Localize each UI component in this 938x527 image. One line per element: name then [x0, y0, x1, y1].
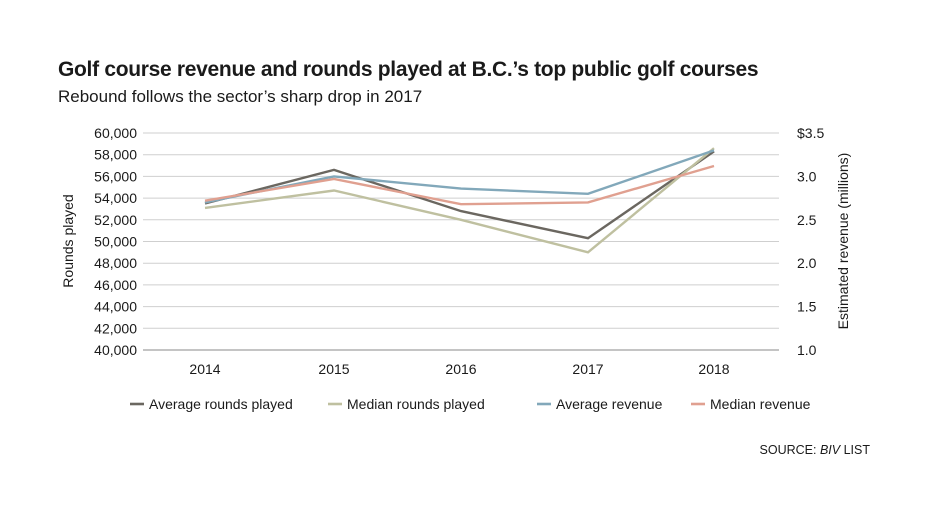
- series-line-median-rounds-played: [204, 147, 715, 254]
- x-tick-label-2017: 2017: [572, 361, 603, 377]
- legend-item-median-revenue: Median revenue: [691, 396, 811, 412]
- left-tick-label: 52,000: [94, 212, 137, 228]
- x-tick-label-2018: 2018: [698, 361, 729, 377]
- chart-subtitle: Rebound follows the sector’s sharp drop …: [58, 87, 423, 106]
- legend-item-average-rounds-played: Average rounds played: [130, 396, 293, 412]
- right-tick-label: 2.5: [797, 212, 817, 228]
- left-tick-label: 42,000: [94, 320, 137, 336]
- left-tick-label: 50,000: [94, 234, 137, 250]
- right-tick-label: 1.0: [797, 342, 817, 358]
- right-tick-label: 3.0: [797, 168, 817, 184]
- left-tick-label: 48,000: [94, 255, 137, 271]
- legend: Average rounds played Median rounds playe…: [130, 396, 811, 412]
- right-tick-label: $3.5: [797, 125, 824, 141]
- legend-label: Average revenue: [556, 396, 663, 412]
- gridlines: [143, 132, 779, 351]
- right-axis-title: Estimated revenue (millions): [835, 153, 851, 330]
- x-tick-label-2016: 2016: [445, 361, 476, 377]
- series-line-average-rounds-played: [204, 150, 715, 240]
- right-tick-label: 1.5: [797, 299, 817, 315]
- series-line-median-revenue: [204, 164, 715, 206]
- left-tick-label: 46,000: [94, 277, 137, 293]
- right-tick-label: 2.0: [797, 255, 817, 271]
- legend-item-average-revenue: Average revenue: [537, 396, 663, 412]
- right-axis-ticks: 1.0 1.5 2.0 2.5 3.0 $3.5: [797, 125, 824, 358]
- chart-title: Golf course revenue and rounds played at…: [58, 58, 759, 81]
- legend-item-median-rounds-played: Median rounds played: [328, 396, 485, 412]
- left-tick-label: 56,000: [94, 168, 137, 184]
- left-tick-label: 54,000: [94, 190, 137, 206]
- series-lines: [204, 147, 715, 254]
- left-tick-label: 60,000: [94, 125, 137, 141]
- legend-label: Median rounds played: [347, 396, 485, 412]
- left-tick-label: 40,000: [94, 342, 137, 358]
- source-note: SOURCE: BIV LIST: [760, 443, 870, 457]
- source-prefix: SOURCE:: [759, 443, 820, 457]
- left-tick-label: 58,000: [94, 147, 137, 163]
- left-axis-ticks: 40,000 42,000 44,000 46,000 48,000 50,000 52,0…: [94, 125, 137, 358]
- x-tick-label-2015: 2015: [318, 361, 349, 377]
- legend-label: Median revenue: [710, 396, 811, 412]
- x-tick-label-2014: 2014: [189, 361, 220, 377]
- left-axis-title: Rounds played: [60, 194, 76, 287]
- legend-label: Average rounds played: [149, 396, 293, 412]
- left-tick-label: 44,000: [94, 299, 137, 315]
- source-publication: BIV: [819, 443, 841, 457]
- x-axis-ticks: 2014 2015 2016 2017 2018: [189, 361, 729, 377]
- source-suffix: LIST: [840, 443, 870, 457]
